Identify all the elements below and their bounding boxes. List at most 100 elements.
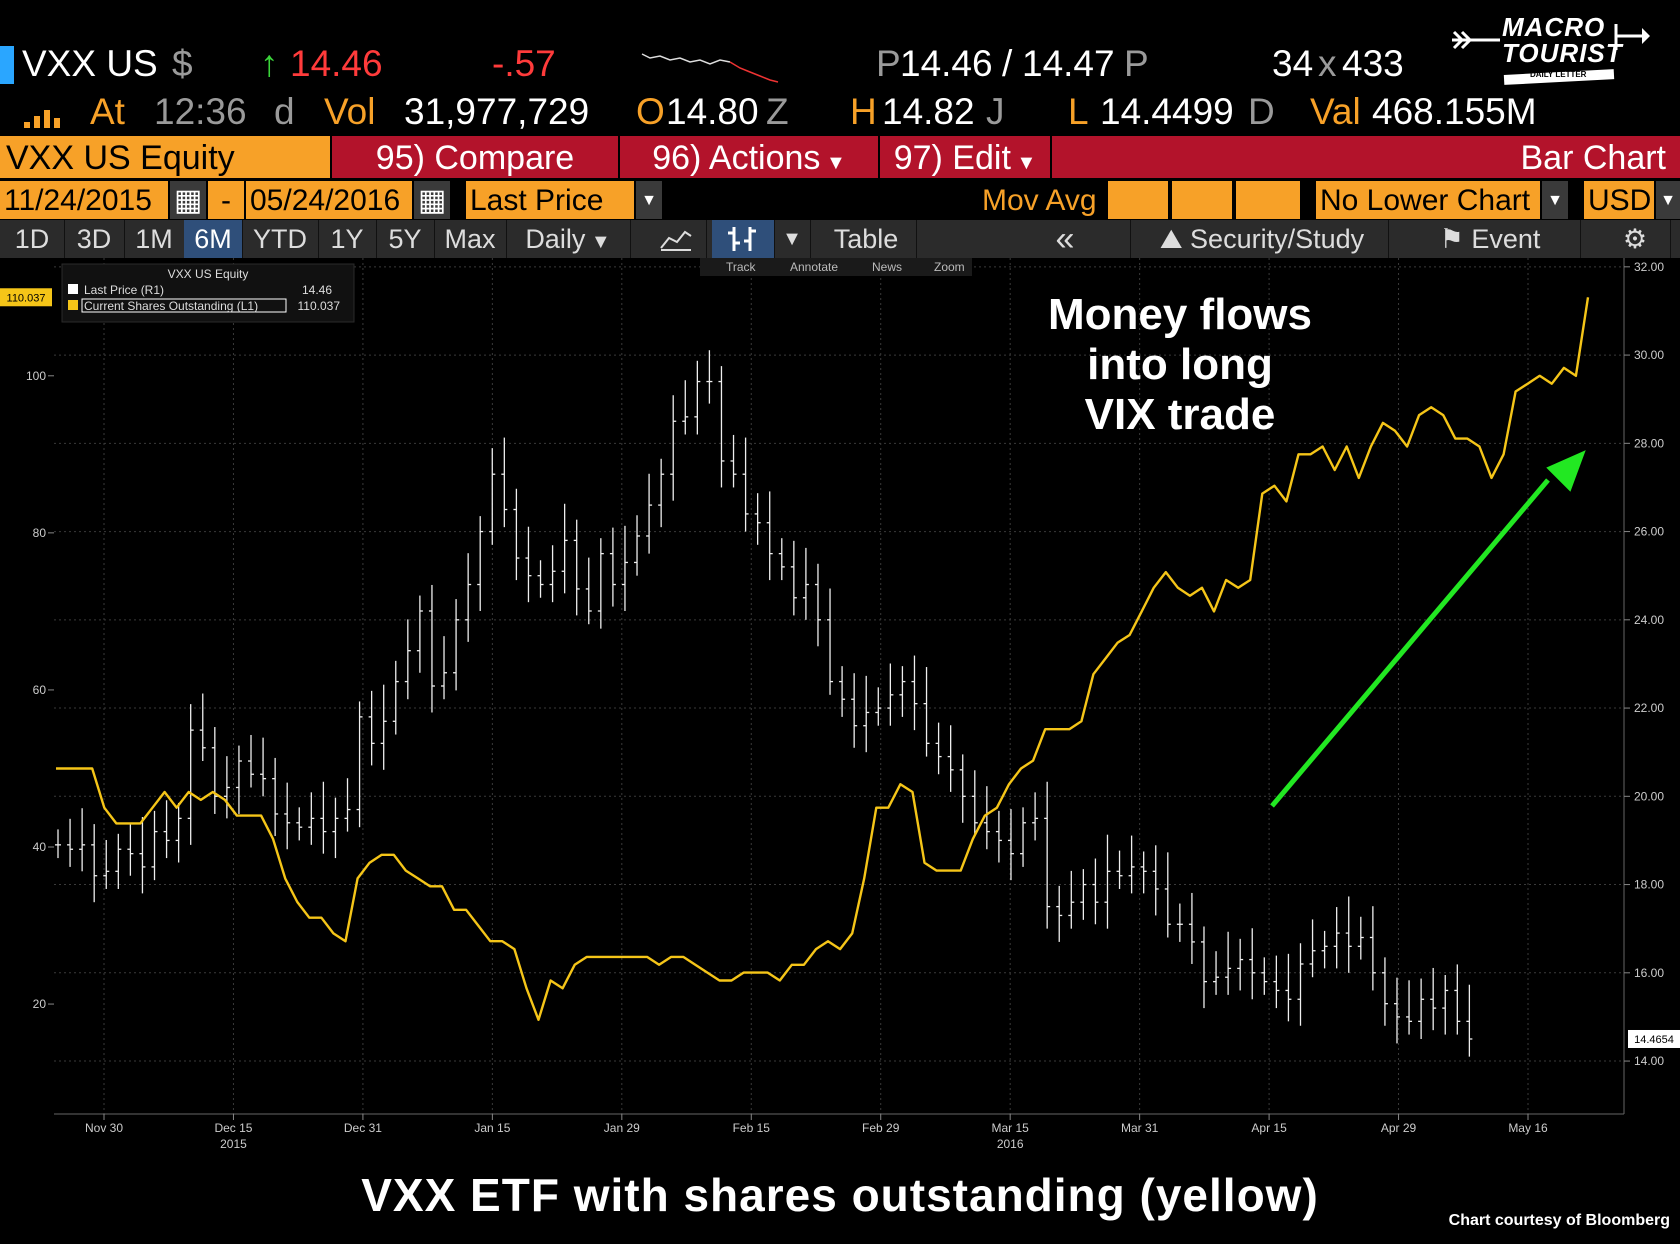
bid: 14.46 xyxy=(900,43,993,84)
price-bar xyxy=(1068,870,1075,929)
price-bar xyxy=(537,560,544,598)
chevron-down-icon: ▼ xyxy=(1010,152,1037,174)
mov-avg-input-3[interactable] xyxy=(1236,181,1300,219)
price-bar xyxy=(453,599,460,691)
price-bar xyxy=(525,526,532,603)
price-bar xyxy=(1128,835,1135,894)
field-select[interactable]: Last Price xyxy=(466,181,634,219)
price-bar xyxy=(368,690,375,766)
price-bar xyxy=(1225,931,1232,995)
annotate-tool[interactable]: Annotate xyxy=(790,260,838,274)
legend-value-shares: 110.037 xyxy=(298,299,341,313)
price-bar xyxy=(1044,781,1051,929)
price-bar xyxy=(477,516,484,611)
price-bar xyxy=(380,684,387,770)
up-arrow-icon: ↑ xyxy=(260,43,279,84)
period-1d[interactable]: 1D xyxy=(0,220,65,258)
zoom-tool[interactable]: Zoom xyxy=(934,260,965,274)
period-5y[interactable]: 5Y xyxy=(376,220,435,258)
edit-button[interactable]: 97) Edit ▼ xyxy=(880,136,1050,178)
bid-ask-slash: / xyxy=(1002,43,1013,84)
price-bar xyxy=(1442,975,1449,1035)
price-bar xyxy=(658,458,665,528)
end-date-input[interactable]: 05/24/2016 xyxy=(246,181,412,219)
table-button[interactable]: Table xyxy=(816,220,917,258)
right-tick-label: 18.00 xyxy=(1634,878,1664,892)
period-1m[interactable]: 1M xyxy=(124,220,185,258)
track-tool[interactable]: Track xyxy=(726,260,757,274)
news-tool[interactable]: News xyxy=(872,260,902,274)
right-tick-label: 28.00 xyxy=(1634,436,1664,450)
volume-bars-icon xyxy=(24,110,60,128)
price-bar xyxy=(875,687,882,726)
price-bar xyxy=(127,823,134,876)
price-bar xyxy=(1188,892,1195,964)
frequency-select[interactable]: Daily ▼ xyxy=(506,220,631,258)
line-chart-icon[interactable] xyxy=(646,220,707,258)
collapse-button[interactable]: « xyxy=(1000,220,1131,258)
start-date-input[interactable]: 11/24/2015 xyxy=(0,181,168,219)
compare-button[interactable]: 95) Compare xyxy=(332,136,618,178)
lower-chart-select[interactable]: No Lower Chart xyxy=(1316,181,1540,219)
price-bar xyxy=(1176,903,1183,942)
currency: $ xyxy=(172,43,193,84)
period-6m[interactable]: 6M xyxy=(184,220,243,258)
chart-subtools: Track Annotate News Zoom xyxy=(700,258,972,276)
shares-outstanding-line xyxy=(56,297,1590,1021)
left-tick-label: 60 xyxy=(33,683,47,697)
price-bar xyxy=(392,660,399,735)
price-bar xyxy=(959,754,966,823)
right-current-tag xyxy=(1628,1029,1680,1048)
val-label: Val xyxy=(1310,91,1361,132)
chevron-down-icon[interactable]: ▼ xyxy=(1542,181,1568,219)
price-bar xyxy=(935,722,942,775)
price-bar xyxy=(995,810,1002,863)
price-bar xyxy=(1104,834,1111,929)
price-bar xyxy=(1406,980,1413,1035)
ticker: VXX US xyxy=(22,43,158,84)
event-button[interactable]: ⚑ Event xyxy=(1400,220,1581,258)
chevron-down-icon[interactable]: ▼ xyxy=(1656,181,1680,219)
actions-button[interactable]: 96) Actions ▼ xyxy=(620,136,878,178)
price-bar xyxy=(441,636,448,700)
price-bar xyxy=(947,725,954,792)
chevron-down-icon[interactable]: ▼ xyxy=(774,220,811,258)
chart-type-button[interactable]: Bar Chart xyxy=(1052,136,1680,178)
mov-avg-input-1[interactable] xyxy=(1108,181,1168,219)
price-bar xyxy=(79,808,86,872)
price-bar xyxy=(1466,984,1473,1057)
gear-icon[interactable]: ⚙ xyxy=(1600,220,1671,258)
x-tick-label: Mar 31 xyxy=(1121,1121,1159,1135)
price-bar xyxy=(561,503,568,594)
price-bar xyxy=(609,527,616,607)
price-bar xyxy=(404,619,411,700)
security-study-button[interactable]: ⛰ Security/Study xyxy=(1136,220,1389,258)
period-3d[interactable]: 3D xyxy=(64,220,125,258)
actions-label: 96) Actions xyxy=(652,139,821,177)
legend-label-shares: Current Shares Outstanding (L1) xyxy=(84,299,258,313)
calendar-icon[interactable]: ▦ xyxy=(170,181,206,219)
calendar-icon[interactable]: ▦ xyxy=(414,181,450,219)
price-bar xyxy=(1092,858,1099,925)
security-field[interactable]: VXX US Equity xyxy=(0,136,330,178)
x-year-label: 2016 xyxy=(997,1137,1024,1151)
price-bar xyxy=(1273,955,1280,1009)
price-bar xyxy=(706,350,713,404)
period-1y[interactable]: 1Y xyxy=(318,220,377,258)
price-bar xyxy=(1020,807,1027,867)
period-max[interactable]: Max xyxy=(434,220,507,258)
price-bar xyxy=(1116,850,1123,889)
price-bar xyxy=(1164,852,1171,938)
quote-row-2: At 12:36 d Vol 31,977,729 O 14.80 Z H 14… xyxy=(0,88,1680,136)
currency-select[interactable]: USD xyxy=(1584,181,1654,219)
ask-size: 433 xyxy=(1342,43,1404,84)
price-bar xyxy=(163,800,170,859)
left-current-tag xyxy=(0,288,52,307)
bar-chart-icon[interactable] xyxy=(712,220,775,258)
price-bar xyxy=(730,434,737,488)
mov-avg-input-2[interactable] xyxy=(1172,181,1232,219)
period-ytd[interactable]: YTD xyxy=(242,220,319,258)
left-tick-label: 40 xyxy=(33,840,47,854)
right-tick-label: 30.00 xyxy=(1634,348,1664,362)
chevron-down-icon[interactable]: ▼ xyxy=(636,181,662,219)
